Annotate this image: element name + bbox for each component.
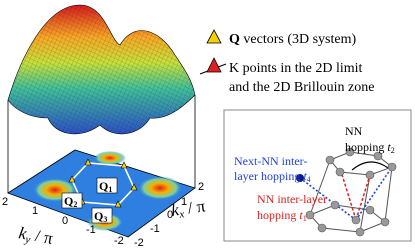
legend-label: and the 2D Brillouin zone	[229, 80, 374, 95]
q-label: Q1	[99, 179, 112, 194]
tick-label: -1	[150, 223, 160, 235]
text-part: 3	[103, 215, 107, 224]
text-part: 1	[108, 185, 112, 194]
q-label: Q2	[64, 194, 77, 209]
text-part: Q	[94, 209, 103, 223]
tick-label: -2	[114, 235, 124, 247]
text-part: t	[303, 169, 307, 183]
tick-label: 2	[198, 181, 204, 193]
legend-label: Q vectors (3D system)	[229, 32, 356, 47]
text-part: vectors (3D system)	[240, 32, 357, 47]
text-part: hopping	[345, 140, 387, 154]
inset-label: hopping t2	[345, 140, 395, 155]
text-part: layer hopping	[234, 169, 303, 183]
legend-label: K points in the 2D limit	[229, 61, 363, 76]
tick-label: 1	[32, 205, 38, 217]
inset-label: NN inter-layer	[257, 192, 327, 206]
text-part: t	[387, 140, 391, 154]
text-part: 2	[391, 146, 395, 155]
q-labels: Q1 Q2 Q3	[61, 177, 118, 224]
text-part: hopping	[257, 208, 299, 222]
contour-plane	[7, 149, 196, 238]
inset-label: layer hopping t4	[234, 169, 311, 184]
tick-label: 0	[62, 215, 68, 227]
text-part: / π	[182, 196, 207, 218]
inset-label: hopping t1	[257, 208, 307, 223]
text-part: y	[23, 233, 31, 246]
text-part: k	[170, 200, 181, 220]
text-part: 1	[303, 214, 307, 223]
y-ticks: 2 1 0 -1 -2	[2, 196, 124, 247]
legend: Q vectors (3D system) K points in the 2D…	[199, 29, 374, 95]
text-part: Q	[64, 194, 73, 208]
tick-label: 2	[2, 196, 8, 208]
text-part: / π	[30, 225, 55, 248]
tick-label: 1	[181, 196, 187, 208]
x-ticks: 2 1 0 -1 -2	[134, 181, 204, 249]
text-part: 4	[307, 175, 311, 184]
tick-label: 0	[167, 209, 173, 221]
x-axis-label: kx / π	[170, 196, 207, 222]
text-part: Q	[229, 32, 240, 47]
text-part: k	[17, 223, 28, 243]
surface	[7, 4, 196, 135]
q-label: Q3	[94, 209, 107, 224]
y-axis-label: ky / π	[17, 223, 55, 249]
inset-label: NN	[345, 124, 363, 138]
tick-label: -1	[86, 224, 96, 236]
tick-label: -2	[134, 237, 144, 249]
text-part: t	[299, 208, 303, 222]
text-part: 2	[73, 200, 77, 209]
text-part: Q	[99, 179, 108, 193]
box-edges	[7, 95, 196, 193]
text-part: x	[178, 208, 186, 221]
inset: NN hopping t2 Next-NN inter- layer hoppi…	[223, 109, 412, 242]
inset-label: Next-NN inter-	[234, 154, 307, 168]
